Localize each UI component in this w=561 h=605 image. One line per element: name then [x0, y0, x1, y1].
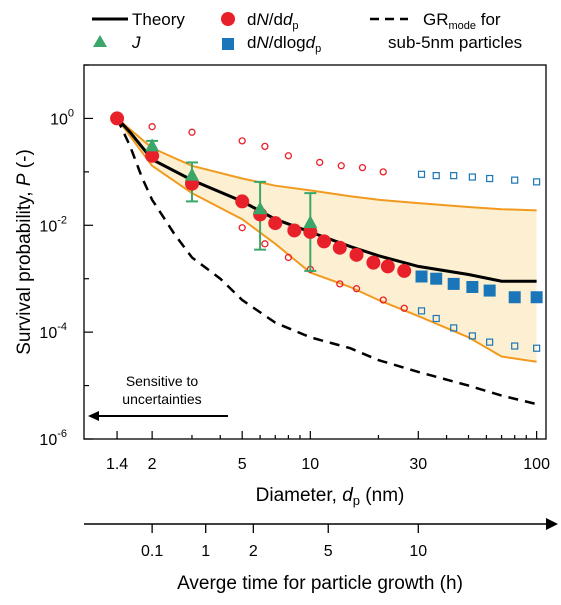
time-tick-label: 0.1	[141, 543, 163, 560]
dndlog-point	[415, 270, 428, 283]
dndlog-point	[447, 277, 460, 290]
dndlog-open-point	[511, 176, 519, 184]
legend-dndp-label: dN/ddp	[247, 10, 299, 32]
dndlog-open-point	[450, 172, 458, 180]
time-axis-ticks: 0.1 1 2 5 10	[141, 524, 427, 560]
annotation-line1: Sensitive to	[126, 373, 199, 389]
dndp-point	[268, 216, 283, 231]
data-series	[110, 111, 543, 406]
x-tick-label: 10	[301, 456, 319, 473]
dndlog-open-point	[486, 174, 494, 183]
j-point	[253, 201, 268, 215]
dndp-open-point	[238, 137, 246, 145]
dndlog-open-point	[432, 314, 440, 323]
dndp-open-point	[336, 280, 344, 288]
dndlog-open-point	[432, 172, 440, 180]
y-axis-title: Survival probability, P (-)	[14, 149, 35, 355]
dndp-open-point	[261, 240, 269, 248]
dndp-point	[397, 263, 412, 278]
dndlog-open-point	[533, 178, 541, 186]
x-tick-label: 5	[238, 456, 247, 473]
dndp-open-point	[379, 296, 387, 304]
upper-bound-line	[116, 117, 537, 212]
legend-gr-label-line2: sub-5nm particles	[388, 33, 522, 52]
time-tick-label: 2	[249, 543, 258, 560]
legend-j-label: J	[131, 33, 141, 52]
x-axis-title: Diameter, dp (nm)	[256, 485, 405, 508]
dndp-point	[145, 148, 160, 163]
y-tick-label: 100	[50, 107, 74, 128]
j-point	[303, 215, 318, 229]
dndlog-point	[466, 280, 479, 293]
dndlog-open-point	[511, 342, 519, 350]
axes: 100 10-2 10-4 10-6 1.4 2 5 10 30 100	[39, 64, 550, 473]
time-tick-label: 5	[324, 543, 333, 560]
j-point	[145, 138, 160, 152]
time-tick-label: 10	[409, 543, 427, 560]
dndp-open-point	[400, 304, 408, 312]
y-tick-label: 10-2	[39, 214, 67, 235]
legend-dndlog-label: dN/dlogdp	[247, 33, 321, 55]
dndp-open-point	[261, 142, 269, 151]
dndp-open-point	[284, 253, 293, 262]
dndp-open-point	[316, 158, 324, 167]
dndp-point	[317, 234, 332, 249]
x-tick-label: 30	[409, 456, 427, 473]
plot-frame	[83, 64, 547, 440]
y-tick-label: 10-6	[39, 428, 67, 449]
x-tick-label: 100	[523, 456, 550, 473]
dndp-open-point	[379, 168, 387, 176]
uncertainty-annotation: Sensitive to uncertainties	[88, 373, 228, 421]
dndlog-open-point	[450, 324, 458, 332]
dndlog-open-point	[533, 344, 541, 352]
time-tick-label: 1	[201, 543, 210, 560]
dndp-point	[110, 111, 125, 126]
dndp-point	[366, 255, 381, 270]
x-tick-label: 2	[148, 456, 157, 473]
legend-j-marker	[93, 35, 107, 47]
legend-theory-label: Theory	[132, 10, 185, 29]
dndlog-point	[430, 272, 443, 285]
time-axis-title: Averge time for particle growth (h)	[177, 573, 463, 594]
dndp-point	[332, 240, 347, 255]
x-tick-label: 1.4	[106, 456, 128, 473]
dndlog-open-point	[486, 338, 494, 346]
dndp-point	[303, 224, 318, 239]
dndlog-point	[530, 291, 543, 304]
dndp-point	[380, 259, 395, 274]
dndp-open-point	[238, 224, 246, 232]
dndlog-open-point	[468, 332, 476, 340]
legend: Theory J dN/ddp dN/dlogdp GRmode for sub…	[92, 10, 522, 55]
dndp-open-point	[188, 128, 196, 136]
dndp-open-point	[284, 152, 293, 160]
dndlog-open-point	[417, 170, 426, 178]
dndp-point	[235, 194, 250, 209]
gr-mode-line	[115, 117, 537, 406]
dndlog-point	[483, 284, 496, 297]
dndlog-open-point	[417, 307, 426, 315]
lower-bound-line	[116, 117, 537, 363]
dndp-point	[287, 223, 302, 238]
dndlog-open-point	[468, 173, 476, 181]
time-axis-arrow-head	[546, 518, 558, 530]
dndp-open-point	[358, 163, 367, 172]
legend-dndlog-marker	[222, 38, 234, 50]
dndp-open-point	[337, 162, 345, 170]
dndp-open-point	[352, 285, 361, 293]
y-tick-label: 10-4	[39, 321, 67, 342]
annotation-arrow-head	[88, 411, 99, 421]
dndp-open-point	[148, 123, 156, 131]
dndlog-point	[508, 291, 521, 304]
dndp-point	[349, 247, 364, 262]
annotation-line2: uncertainties	[122, 391, 201, 407]
legend-dndp-marker	[221, 12, 235, 26]
j-point	[184, 167, 199, 181]
legend-gr-label: GRmode for	[423, 10, 501, 32]
